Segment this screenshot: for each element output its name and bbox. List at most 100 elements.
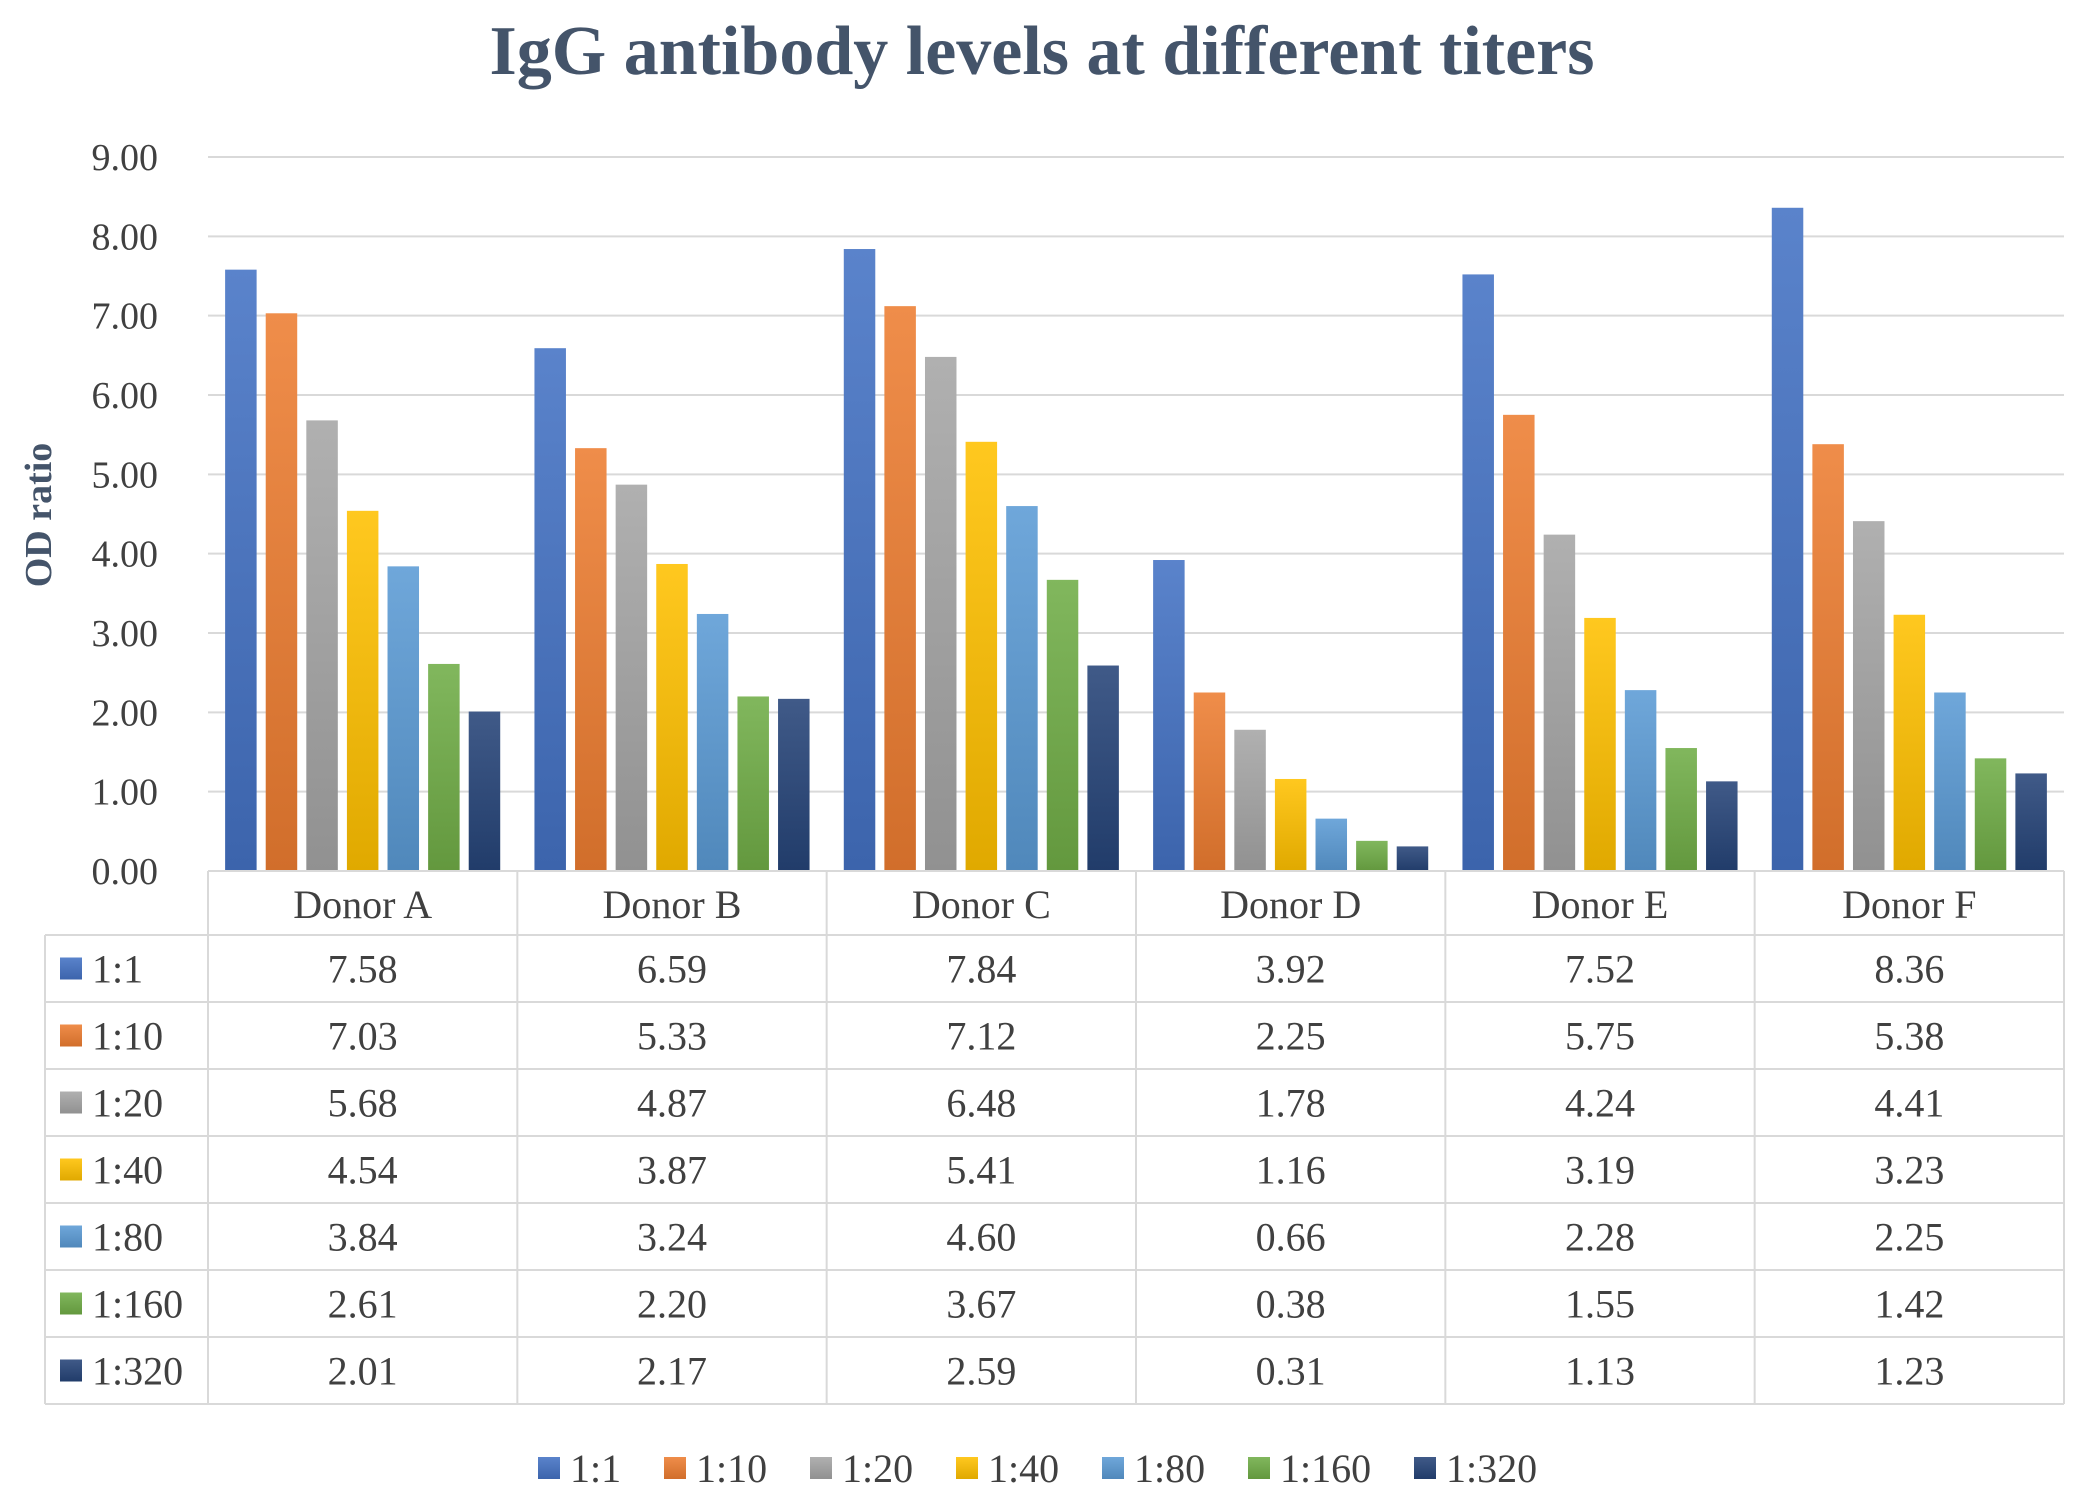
table-cell: 7.84 <box>946 947 1016 992</box>
table-cell: 2.59 <box>946 1349 1016 1394</box>
gridlines <box>208 156 2064 872</box>
bar <box>1462 274 1494 871</box>
bar <box>1046 579 1079 871</box>
bar <box>2015 773 2047 871</box>
table-cell: 3.24 <box>637 1215 707 1260</box>
table-cell: 2.25 <box>1874 1215 1944 1260</box>
table-cell: 5.41 <box>946 1148 1016 1193</box>
y-tick-label: 3.00 <box>92 613 159 655</box>
bar <box>1193 692 1226 871</box>
table-cell: 1.42 <box>1874 1282 1944 1327</box>
table-cell: 1.78 <box>1256 1081 1326 1126</box>
table-cell: 4.41 <box>1874 1081 1944 1126</box>
table-cell: 5.38 <box>1874 1014 1944 1059</box>
legend-label: 1:1 <box>570 1446 621 1491</box>
legend-swatch <box>1248 1457 1270 1479</box>
y-axis-ticks: 0.00 1.00 2.00 3.00 4.00 5.00 6.00 7.00 8.00 9.00 <box>92 137 159 893</box>
table-row-label: 1:320 <box>92 1349 183 1394</box>
bar <box>1706 781 1738 871</box>
table-key-swatch <box>60 1292 82 1315</box>
bar <box>534 348 566 871</box>
category-label: Donor B <box>603 882 742 927</box>
table-cell: 4.60 <box>946 1215 1016 1260</box>
table-cell: 2.28 <box>1565 1215 1635 1260</box>
bar <box>225 269 257 871</box>
category-label: Donor D <box>1220 882 1361 927</box>
bar <box>387 566 420 871</box>
legend-swatch <box>664 1457 686 1479</box>
table-cell: 1.55 <box>1565 1282 1635 1327</box>
table-cell: 1.23 <box>1874 1349 1944 1394</box>
table-cell: 2.17 <box>637 1349 707 1394</box>
table-key-swatch <box>60 1024 82 1047</box>
table-cell: 3.19 <box>1565 1148 1635 1193</box>
table-cell: 4.24 <box>1565 1081 1635 1126</box>
table-cell: 2.20 <box>637 1282 707 1327</box>
bar <box>346 510 379 871</box>
bar <box>306 420 338 871</box>
legend: 1:1 1:10 1:20 1:40 1:80 1:160 1:320 <box>538 1446 1537 1491</box>
table-cell: 7.52 <box>1565 947 1635 992</box>
table-cell: 8.36 <box>1874 947 1944 992</box>
bar <box>428 663 460 871</box>
legend-label: 1:160 <box>1280 1446 1371 1491</box>
table-cell: 3.84 <box>328 1215 398 1260</box>
table-cell: 2.61 <box>328 1282 398 1327</box>
bar <box>1934 692 1966 871</box>
bar <box>265 313 298 872</box>
bar <box>1274 778 1307 871</box>
bar <box>884 306 916 871</box>
table-key-swatch <box>60 1091 82 1114</box>
y-tick-label: 0.00 <box>92 851 159 893</box>
y-tick-label: 1.00 <box>92 772 159 814</box>
table-key-swatch <box>60 1158 82 1181</box>
table-cell: 5.68 <box>328 1081 398 1126</box>
y-tick-label: 8.00 <box>92 216 159 258</box>
table-cell: 6.59 <box>637 947 707 992</box>
table-row-label: 1:20 <box>92 1081 163 1126</box>
table-cell: 5.75 <box>1565 1014 1635 1059</box>
legend-label: 1:20 <box>842 1446 913 1491</box>
bar <box>843 249 876 871</box>
bar <box>1234 729 1266 871</box>
bar <box>1006 506 1038 871</box>
table-key-swatch <box>60 1225 82 1248</box>
bar <box>1396 846 1429 871</box>
y-tick-label: 2.00 <box>92 692 159 734</box>
bar <box>965 441 998 871</box>
chart-title: IgG antibody levels at different titers <box>490 13 1595 90</box>
table-cell: 3.67 <box>946 1282 1016 1327</box>
table-cell: 0.66 <box>1256 1215 1326 1260</box>
bar <box>1153 560 1185 871</box>
y-tick-label: 4.00 <box>92 534 159 576</box>
bar <box>1315 818 1348 871</box>
legend-swatch <box>1102 1457 1124 1479</box>
bar <box>1771 207 1804 872</box>
bar <box>1812 444 1844 871</box>
bar <box>1665 748 1697 871</box>
bar <box>575 448 607 871</box>
y-tick-label: 6.00 <box>92 375 159 417</box>
bar <box>778 698 810 871</box>
legend-swatch <box>810 1457 832 1479</box>
bar <box>1624 690 1657 871</box>
table-cell: 2.25 <box>1256 1014 1326 1059</box>
table-cell: 3.23 <box>1874 1148 1944 1193</box>
table-cell: 0.31 <box>1256 1349 1326 1394</box>
bar <box>1974 758 2007 871</box>
bar <box>468 711 501 871</box>
table-cell: 7.12 <box>946 1014 1016 1059</box>
bar <box>1087 665 1119 871</box>
y-tick-label: 7.00 <box>92 296 159 338</box>
bar <box>1584 617 1616 871</box>
category-label: Donor C <box>912 882 1051 927</box>
bar <box>1356 840 1388 871</box>
bar <box>737 696 769 871</box>
table-cell: 7.58 <box>328 947 398 992</box>
table-key-swatch <box>60 1359 82 1382</box>
legend-swatch <box>1414 1457 1436 1479</box>
table-key-swatch <box>60 957 82 980</box>
y-tick-label: 5.00 <box>92 454 159 496</box>
table-cell: 3.92 <box>1256 947 1326 992</box>
table-cell: 7.03 <box>328 1014 398 1059</box>
